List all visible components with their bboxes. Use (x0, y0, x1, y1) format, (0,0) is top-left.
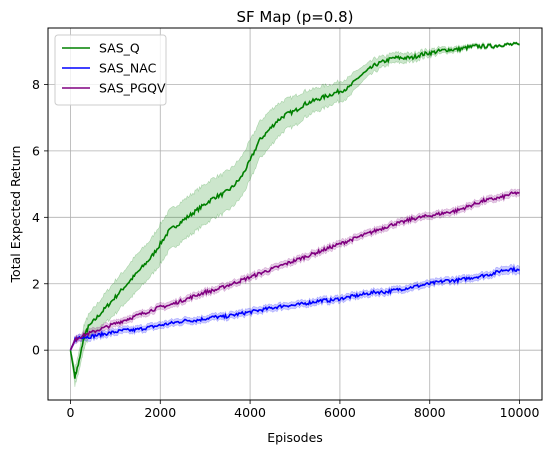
y-axis-label: Total Expected Return (8, 146, 23, 284)
x-tick-label: 2000 (144, 405, 176, 420)
confidence-band-sas-pgqv (70, 188, 520, 352)
legend-label: SAS_Q (99, 41, 140, 56)
x-axis-ticks: 0 2000 4000 6000 8000 10000 (66, 400, 539, 420)
y-tick-label: 2 (32, 276, 40, 291)
x-tick-label: 8000 (414, 405, 446, 420)
series-line-sas-nac (69, 265, 521, 351)
x-tick-label: 0 (66, 405, 74, 420)
series-line-sas-q (69, 41, 520, 379)
x-axis-label: Episodes (267, 430, 323, 445)
legend: SAS_Q SAS_NAC SAS_PGQV (54, 34, 167, 106)
x-tick-label: 10000 (500, 405, 540, 420)
legend-label: SAS_PGQV (99, 81, 166, 96)
y-axis-ticks: 0 2 4 6 8 (32, 77, 48, 358)
x-tick-label: 4000 (234, 405, 266, 420)
confidence-band-sas-nac (70, 263, 520, 352)
chart-title: SF Map (p=0.8) (237, 8, 354, 26)
series-line-sas-pgqv (69, 191, 520, 351)
legend-label: SAS_NAC (99, 61, 157, 76)
y-tick-label: 6 (32, 143, 40, 158)
x-tick-label: 6000 (324, 405, 356, 420)
y-tick-label: 0 (32, 343, 40, 358)
plot-area-frame (47, 27, 543, 401)
y-tick-label: 8 (32, 77, 40, 92)
y-tick-label: 4 (32, 210, 40, 225)
series-lines (69, 41, 521, 379)
